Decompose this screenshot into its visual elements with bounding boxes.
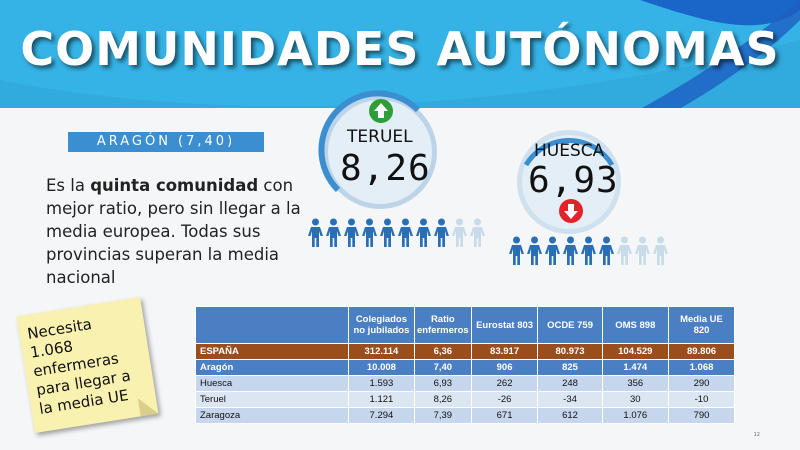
table-header: OCDE 759 — [537, 306, 603, 344]
table-row: Huesca 1.593 6,93 262 248 356 290 — [195, 375, 735, 392]
nurses-table: Colegiados no jubilados Ratio enfermeros… — [195, 306, 735, 424]
table-cell: Zaragoza — [195, 407, 349, 424]
table-cell: 6,36 — [413, 343, 472, 360]
person-icon — [398, 218, 413, 247]
table-header: Ratio enfermeros — [413, 306, 472, 344]
person-icon — [581, 236, 596, 265]
person-icon — [527, 236, 542, 265]
person-icon — [380, 218, 395, 247]
page-title: COMUNIDADES AUTÓNOMAS — [20, 22, 780, 76]
person-icon — [308, 218, 323, 247]
table-cell: 1.121 — [347, 391, 415, 408]
person-icon — [344, 218, 359, 247]
page-number: 12 — [753, 432, 760, 438]
table-cell: 80.973 — [537, 343, 603, 360]
person-icon — [452, 218, 467, 247]
person-icon — [617, 236, 632, 265]
person-icon — [362, 218, 377, 247]
huesca-people-row — [508, 236, 669, 266]
sticky-note: Necesita 1.068 enfermeras para llegar a … — [16, 296, 159, 434]
table-cell: 1.474 — [601, 359, 670, 376]
person-icon — [599, 236, 614, 265]
note-text: Necesita 1.068 enfermeras para llegar a … — [26, 314, 132, 418]
table-cell: 30 — [601, 391, 670, 408]
table-cell: 6,93 — [413, 375, 472, 392]
table-header: Colegiados no jubilados — [347, 306, 415, 344]
table-cell: 790 — [668, 407, 735, 424]
person-icon — [635, 236, 650, 265]
table-cell: Huesca — [195, 375, 349, 392]
description-part1: Es la — [46, 176, 91, 195]
teruel-circle — [323, 95, 437, 209]
table-cell: 7,40 — [413, 359, 472, 376]
person-icon — [326, 218, 341, 247]
table-cell: 312.114 — [347, 343, 415, 360]
person-icon — [470, 218, 485, 247]
table-header-row: Colegiados no jubilados Ratio enfermeros… — [195, 306, 735, 344]
table-cell: 83.917 — [470, 343, 539, 360]
table-cell: 356 — [601, 375, 670, 392]
teruel-people-row — [307, 218, 486, 248]
table-row: Teruel 1.121 8,26 -26 -34 30 -10 — [195, 391, 735, 408]
note-fold — [137, 395, 159, 417]
huesca-arc — [523, 138, 615, 167]
table-cell: 7,39 — [413, 407, 472, 424]
table-header — [195, 306, 349, 344]
table-cell: 1.593 — [347, 375, 415, 392]
table-row: ESPAÑA 312.114 6,36 83.917 80.973 104.52… — [195, 343, 735, 360]
table-cell: -26 — [470, 391, 539, 408]
table-cell: 290 — [668, 375, 735, 392]
table-cell: 671 — [470, 407, 539, 424]
table-cell: 612 — [537, 407, 603, 424]
table-cell: -34 — [537, 391, 603, 408]
table-row: Zaragoza 7.294 7,39 671 612 1.076 790 — [195, 407, 735, 424]
table-row: Aragón 10.008 7,40 906 825 1.474 1.068 — [195, 359, 735, 376]
table-cell: Aragón — [195, 359, 349, 376]
table-cell: -10 — [668, 391, 735, 408]
header-banner: COMUNIDADES AUTÓNOMAS — [0, 0, 800, 108]
description-text: Es la quinta comunidad con mejor ratio, … — [46, 174, 316, 289]
person-icon — [509, 236, 524, 265]
table-cell: 248 — [537, 375, 603, 392]
table-header: Media UE 820 — [668, 306, 735, 344]
table-cell: 825 — [537, 359, 603, 376]
teruel-name: TERUEL — [347, 127, 413, 147]
person-icon — [563, 236, 578, 265]
table-cell: 89.806 — [668, 343, 735, 360]
swoosh-decoration — [0, 0, 800, 108]
table-cell: 104.529 — [601, 343, 670, 360]
teruel-value: 8,26 — [340, 148, 431, 189]
table-cell: 262 — [470, 375, 539, 392]
huesca-name: HUESCA — [534, 141, 605, 161]
huesca-value: 6,93 — [528, 160, 619, 201]
table-cell: 1.068 — [668, 359, 735, 376]
down-arrow-icon — [559, 199, 583, 223]
person-icon — [434, 218, 449, 247]
description-bold: quinta comunidad — [90, 176, 259, 195]
table-cell: 10.008 — [347, 359, 415, 376]
table-header: Eurostat 803 — [470, 306, 539, 344]
table-cell: 906 — [470, 359, 539, 376]
up-arrow-icon — [369, 99, 393, 123]
table-cell: 7.294 — [347, 407, 415, 424]
person-icon — [416, 218, 431, 247]
table-cell: ESPAÑA — [195, 343, 349, 360]
table-header: OMS 898 — [601, 306, 670, 344]
teruel-arc — [318, 90, 421, 193]
description-part2: con mejor ratio, pero sin llegar a la me… — [46, 176, 301, 287]
person-icon — [545, 236, 560, 265]
table-cell: 1.076 — [601, 407, 670, 424]
region-badge: ARAGÓN (7,40) — [68, 132, 264, 152]
table-cell: Teruel — [195, 391, 349, 408]
person-icon — [653, 236, 668, 265]
table-cell: 8,26 — [413, 391, 472, 408]
